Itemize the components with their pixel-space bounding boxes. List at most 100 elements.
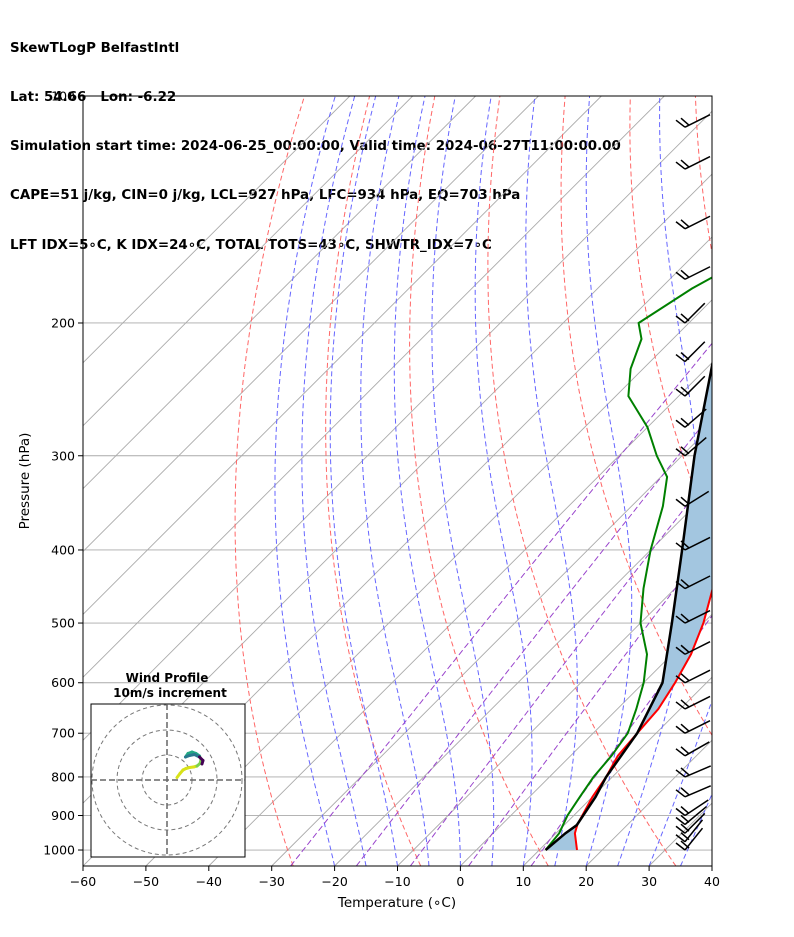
barb-staff	[684, 785, 712, 798]
barb-flag	[680, 767, 690, 776]
barb-flag	[675, 816, 686, 826]
wind-barb	[675, 741, 710, 757]
location-line: Lat: 54.66 Lon: -6.22	[10, 90, 177, 106]
x-axis-label: Temperature (∘C)	[337, 895, 456, 911]
isotherm-line	[83, 96, 414, 427]
moist-adiabat	[648, 699, 712, 866]
barb-staff	[684, 266, 711, 280]
x-tick-label: 10	[515, 874, 531, 889]
background-grid	[83, 96, 794, 866]
y-tick-label: 600	[51, 675, 75, 690]
barb-staff	[684, 669, 711, 684]
barb-flag	[675, 353, 686, 363]
wind-barb	[675, 536, 711, 551]
barb-flag	[675, 807, 686, 817]
dry-adiabat	[325, 96, 422, 866]
dry-adiabat	[234, 96, 305, 866]
wind-barb	[675, 155, 711, 170]
hodograph-grid	[91, 704, 245, 857]
y-tick-label: 900	[51, 808, 75, 823]
wind-barb	[675, 720, 711, 734]
y-tick-label: 1000	[43, 843, 75, 858]
wind-barb	[675, 609, 711, 624]
barb-flag	[680, 814, 690, 824]
x-tick-label: −50	[133, 874, 159, 889]
barb-staff	[684, 609, 711, 624]
barb-flag	[680, 578, 690, 588]
y-tick-label: 300	[51, 448, 75, 463]
isotherm-line	[83, 110, 712, 741]
wind-barb	[675, 669, 711, 684]
isotherm-line	[460, 613, 712, 866]
barb-flag	[680, 386, 690, 395]
moist-adiabat	[525, 96, 578, 866]
barb-flag	[680, 805, 690, 815]
x-tick-label: −30	[259, 874, 285, 889]
cape-area	[545, 366, 712, 850]
x-tick-label: 0	[456, 874, 464, 889]
hodograph-segment	[200, 759, 205, 766]
temperature-line	[573, 574, 712, 851]
barb-flag	[675, 542, 686, 551]
wind-barb	[675, 765, 712, 778]
barb-flag	[680, 699, 690, 708]
mixing-ratio-line	[355, 412, 712, 866]
wind-barb	[675, 799, 709, 817]
y-tick-label: 700	[51, 726, 75, 741]
x-tick-label: 40	[704, 874, 720, 889]
barb-flag	[675, 646, 686, 655]
isotherm-line	[83, 96, 665, 678]
barb-staff	[684, 720, 711, 734]
y-tick-label: 400	[51, 542, 75, 557]
barb-flag	[680, 787, 690, 796]
cape-line: CAPE=51 j/kg, CIN=0 j/kg, LCL=927 hPa, L…	[10, 188, 521, 204]
moist-adiabat	[329, 96, 398, 866]
x-tick-label: −40	[196, 874, 222, 889]
cape-fill	[545, 366, 712, 850]
barb-flag	[675, 315, 686, 324]
barb-flag	[675, 725, 686, 734]
barb-flag	[680, 269, 690, 278]
y-tick-label: 200	[51, 315, 75, 330]
isotherm-line	[83, 96, 351, 364]
y-tick-label: 500	[51, 616, 75, 631]
wind-barb	[675, 375, 706, 397]
barb-flag	[680, 219, 690, 228]
dry-adiabat	[409, 96, 549, 866]
moist-adiabat	[274, 96, 336, 866]
barb-flag	[675, 498, 686, 507]
hodograph-inset	[90, 703, 246, 858]
isotherm-line	[83, 96, 539, 553]
barb-flag	[680, 840, 690, 849]
barb-flag	[680, 823, 690, 832]
barb-staff	[684, 765, 712, 778]
wind-barb	[675, 819, 704, 843]
isotherm-line	[271, 425, 712, 866]
chart-header: SkewTLogP BelfastIntl Lat: 54.66 Lon: -6…	[10, 8, 621, 271]
wind-barb	[675, 266, 711, 280]
barb-flag	[680, 832, 690, 841]
barb-flag	[680, 446, 690, 455]
isotherm-line	[648, 802, 712, 866]
wind-barb	[675, 215, 711, 230]
y-axis-label: Pressure (hPa)	[17, 433, 33, 530]
mixing-ratio-line	[530, 614, 712, 866]
barb-flag	[675, 419, 686, 428]
moist-adiabat	[474, 96, 533, 866]
barb-flag	[675, 825, 686, 834]
barb-flag	[675, 448, 686, 457]
wind-barb	[675, 641, 711, 655]
barb-flag	[675, 580, 686, 590]
barb-staff	[684, 114, 711, 128]
barb-flag	[675, 615, 686, 624]
barb-flag	[680, 613, 690, 622]
barb-flag	[680, 351, 690, 361]
y-tick-label: 100	[51, 89, 75, 104]
time-line: Simulation start time: 2024-06-25_00:00:…	[10, 139, 621, 155]
moist-adiabat	[680, 792, 712, 866]
barb-staff	[684, 215, 711, 230]
barb-flag	[675, 789, 686, 798]
dry-adiabat	[761, 96, 794, 866]
barb-flag	[675, 221, 686, 230]
